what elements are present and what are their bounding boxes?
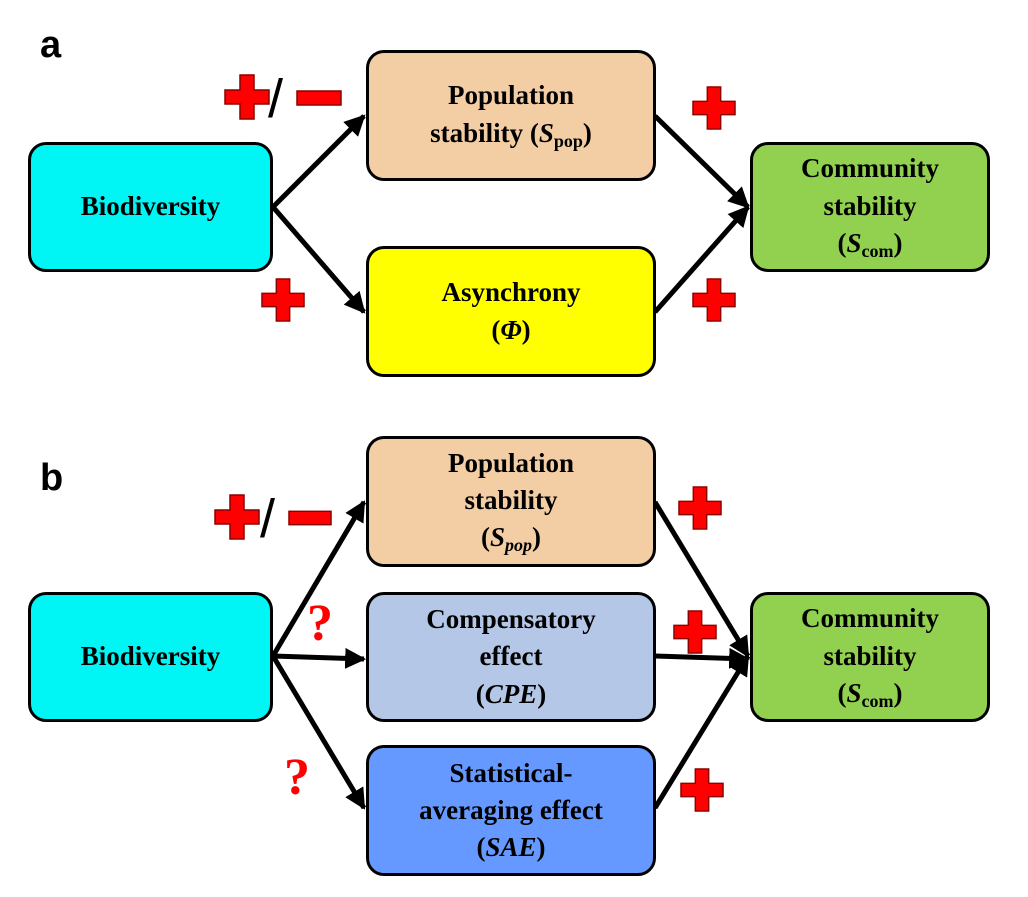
arrow-b-statistical-to-community [652,654,751,810]
community-symbol: S [846,227,862,258]
community-subscript: com [861,240,894,261]
population-subscript: pop [505,535,533,556]
arrow-a-population-to-community [653,114,750,209]
panel-b-population-line2: stability [464,485,558,516]
panel-b-compensatory-line1: Compensatory [426,604,596,635]
panel-b-biodiversity-box: Biodiversity [28,592,273,722]
population-symbol: S [538,117,554,148]
minus-icon [296,90,342,106]
panel-a-biodiversity-label: Biodiversity [80,191,221,222]
panel-b-population-stability-box: Population stability (Spop) [366,436,656,567]
community-subscript: com [861,690,894,711]
arrow-a-biodiversity-to-asynchrony [271,205,366,314]
panel-b-community-line2: stability [823,640,917,671]
plus-icon [692,278,736,322]
panel-a-population-line2: stability (Spop) [430,117,592,151]
panel-b-compensatory-line2: effect [479,641,543,672]
plus-icon [214,494,260,540]
arrow-b-biodiversity-to-compensatory [272,647,367,669]
arrow-a-biodiversity-to-population [271,114,366,209]
panel-b-slash: / [260,489,276,549]
arrow-b-biodiversity-to-population [270,500,367,658]
panel-b-compensatory-line3: (CPE) [475,678,547,709]
community-symbol: S [846,677,862,708]
panel-a-population-stability-box: Population stability (Spop) [366,50,656,181]
panel-a-community-stability-box: Community stability (Scom) [750,142,990,272]
panel-b-population-line3: (Spop) [480,522,542,556]
arrow-a-asynchrony-to-community [653,205,750,314]
compensatory-symbol: CPE [484,678,538,709]
panel-a-label: a [40,24,62,66]
statistical-symbol: SAE [485,832,537,863]
panel-b-community-stability-box: Community stability (Scom) [750,592,990,722]
panel-b-statistical-averaging-box: Statistical- averaging effect (SAE) [366,745,656,876]
panel-b-compensatory-effect-box: Compensatory effect (CPE) [366,592,656,722]
arrow-b-population-to-community [652,500,751,658]
population-symbol: S [489,522,506,553]
panel-a-community-line1: Community [800,153,939,184]
panel-b-community-line1: Community [800,603,939,634]
plus-icon [680,768,724,812]
panel-b-question-mark-statistical: ? [284,749,310,806]
plus-icon [673,610,717,654]
minus-icon [288,510,332,526]
panel-a-biodiversity-box: Biodiversity [28,142,273,272]
panel-a-slash: / [268,69,284,129]
panel-b-label: b [40,457,64,499]
panel-a-community-line2: stability [823,190,917,221]
panel-b-statistical-line3: (SAE) [476,832,546,863]
panel-b-question-mark-compensatory: ? [307,595,333,652]
plus-icon [224,74,270,120]
panel-b-biodiversity-label: Biodiversity [80,641,221,672]
panel-a-asynchrony-line1: Asynchrony [441,277,581,308]
panel-a-asynchrony-box: Asynchrony (Φ) [366,246,656,377]
plus-icon [261,278,305,322]
panel-a-population-line1: Population [447,80,575,111]
arrow-b-compensatory-to-community [654,647,751,669]
population-subscript: pop [553,130,583,151]
panel-a-asynchrony-line2: (Φ) [491,314,531,345]
plus-icon [678,486,722,530]
asynchrony-symbol: Φ [500,314,522,345]
panel-b-population-line1: Population [447,447,575,478]
panel-b-statistical-line1: Statistical- [449,757,573,788]
panel-b-community-line3: (Scom) [837,677,903,711]
plus-icon [692,86,736,130]
panel-b-statistical-line2: averaging effect [419,794,603,825]
panel-a-community-line3: (Scom) [837,227,903,261]
arrow-b-biodiversity-to-statistical [270,654,367,810]
